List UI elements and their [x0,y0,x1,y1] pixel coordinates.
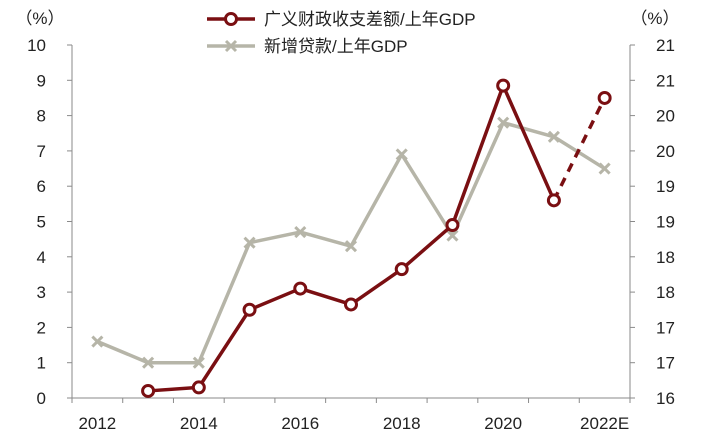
x-axis-tick-label: 2016 [281,414,319,433]
right-axis-tick-label: 20 [656,142,675,161]
series-fiscal [141,78,612,398]
right-axis-unit: （%） [630,9,679,28]
left-axis-tick-label: 6 [37,177,46,196]
data-point [446,229,459,242]
right-axis-tick-label: 17 [656,318,675,337]
right-axis-tick-label: 19 [656,213,675,232]
series-line [147,83,556,393]
data-point [192,356,205,369]
data-point-stroke [598,162,611,175]
right-axis-tick-label: 21 [656,71,675,90]
x-axis-tick-label: 2018 [383,414,421,433]
data-point-stroke [497,116,510,129]
left-axis-tick-label: 2 [37,318,46,337]
left-axis-tick-label: 9 [37,71,46,90]
left-axis-tick-label: 1 [37,354,46,373]
data-point-stroke [142,356,155,369]
data-point [344,297,358,312]
data-point-stroke [294,226,307,239]
x-axis-tick-label: 2022E [580,414,629,433]
data-point [547,130,560,143]
legend-marker [224,12,238,26]
data-point-stroke [91,335,104,348]
data-point-stroke [243,236,256,249]
legend-marker [224,39,238,53]
data-point [242,302,257,317]
x-axis-tick-label: 2014 [180,414,218,433]
data-point [91,335,104,348]
data-point [294,226,307,239]
right-axis-tick-label: 16 [656,389,675,408]
data-point-stroke [192,356,205,369]
data-point [597,90,612,105]
left-axis-tick-label: 10 [27,36,46,55]
data-point [142,356,155,369]
right-axis-tick-label: 18 [656,248,675,267]
legend-label: 新增贷款/上年GDP [264,37,408,56]
data-point [293,281,308,296]
data-point-stroke [547,130,560,143]
data-point [598,162,611,175]
data-point [497,116,510,129]
right-axis-tick-label: 19 [656,177,675,196]
left-axis-tick-label: 5 [37,213,46,232]
legend: 广义财政收支差额/上年GDP 新增贷款/上年GDP [207,10,476,56]
right-axis-tick-label: 21 [656,36,675,55]
left-axis-tick-label: 0 [37,389,46,408]
series-layer [91,78,612,398]
data-point-stroke [395,148,408,161]
legend-item: 新增贷款/上年GDP [207,37,408,56]
left-axis-tick-label: 7 [37,142,46,161]
data-point-stroke [344,240,358,253]
right-axis-tick-label: 20 [656,107,675,126]
series-line [96,120,606,365]
legend-item: 广义财政收支差额/上年GDP [207,10,476,29]
left-axis-tick-label: 4 [37,248,46,267]
x-axis-tick-label: 2012 [78,414,116,433]
data-point [243,236,256,249]
data-point [445,218,460,233]
data-point [394,262,409,277]
data-point [395,148,408,161]
left-axis-tick-label: 8 [37,107,46,126]
data-point [546,193,561,208]
right-axis-tick-label: 17 [656,354,675,373]
data-point [496,78,511,93]
right-axis-tick-label: 18 [656,283,675,302]
data-point [344,240,358,253]
data-point [191,380,206,395]
data-point-stroke [446,229,459,242]
series-line-forecast [552,97,607,202]
data-point [141,383,156,398]
x-axis-tick-label: 2020 [484,414,522,433]
left-axis-unit: （%） [15,9,64,28]
legend-label: 广义财政收支差额/上年GDP [264,10,476,29]
left-axis-tick-label: 3 [37,283,46,302]
